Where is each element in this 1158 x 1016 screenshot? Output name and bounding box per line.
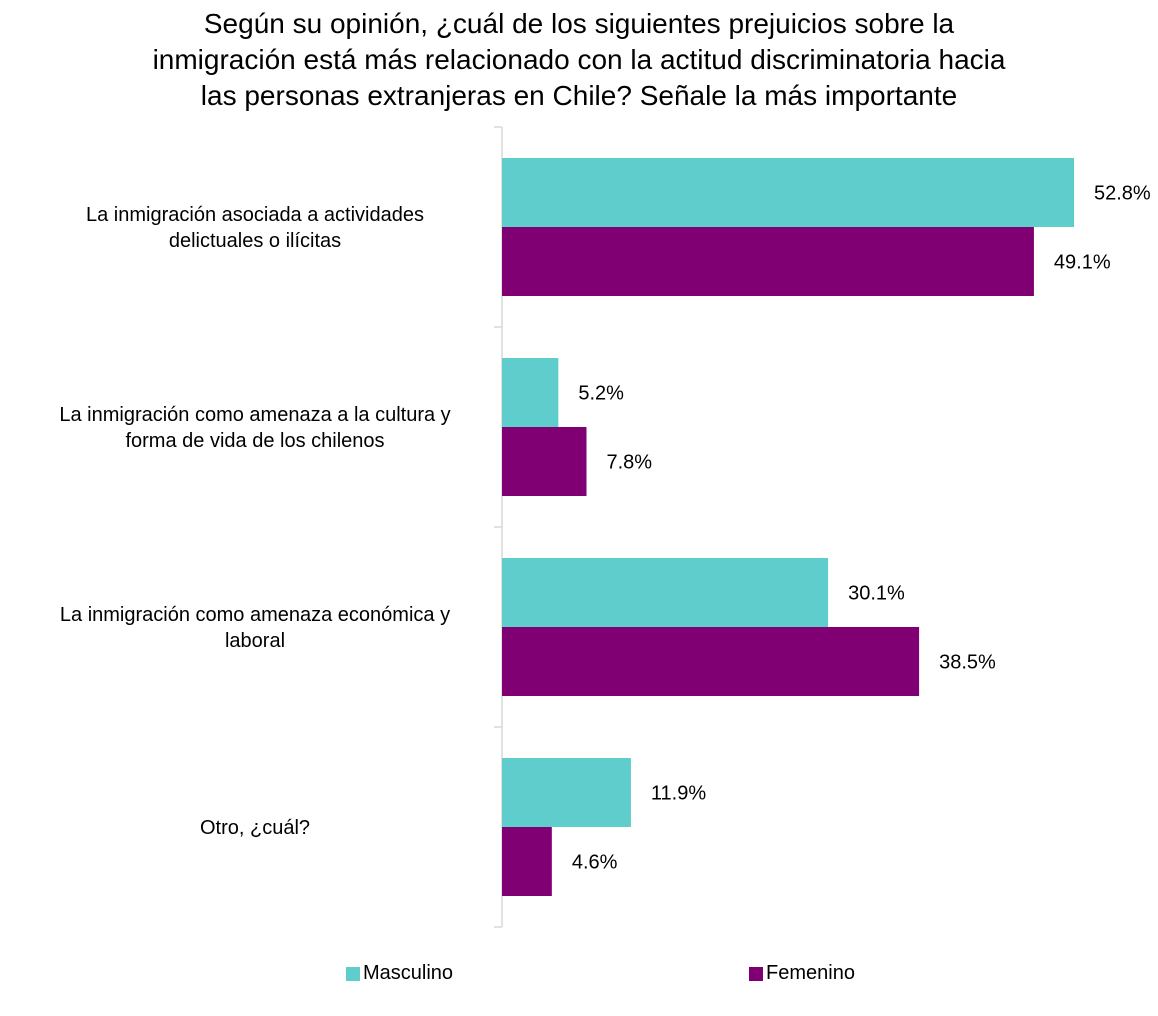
legend-swatch-femenino	[749, 966, 763, 981]
category-label: La inmigración asociada a actividades del…	[86, 204, 424, 252]
legend-label-masculino: Masculino	[363, 962, 454, 984]
data-label-femenino: 38.5%	[939, 652, 996, 674]
data-label-masculino: 30.1%	[848, 583, 905, 605]
chart-title-line-3: las personas extranjeras en Chile? Señal…	[200, 80, 958, 111]
category-label: La inmigración como amenaza a la cultura…	[59, 404, 450, 452]
category-label: Otro, ¿cuál?	[200, 817, 310, 839]
bar-femenino	[502, 227, 1034, 296]
legend-swatch-masculino	[346, 966, 360, 981]
bar-femenino	[502, 827, 552, 896]
data-label-femenino: 7.8%	[607, 452, 653, 474]
legend-item-femenino: Femenino	[749, 962, 855, 985]
data-label-masculino: 5.2%	[578, 383, 624, 405]
bar-femenino	[502, 427, 587, 496]
data-label-femenino: 49.1%	[1054, 252, 1111, 274]
bar-masculino	[502, 358, 559, 427]
legend-label-femenino: Femenino	[766, 962, 855, 984]
chart-title-line-2: inmigración está más relacionado con la …	[152, 44, 1006, 75]
data-label-masculino: 11.9%	[651, 783, 706, 805]
data-label-masculino: 52.8%	[1094, 183, 1151, 205]
chart-title: Según su opinión, ¿cuál de los siguiente…	[79, 6, 1079, 114]
bar-masculino	[502, 158, 1074, 227]
chart-title-line-1: Según su opinión, ¿cuál de los siguiente…	[203, 8, 955, 39]
bar-femenino	[502, 627, 920, 696]
legend-item-masculino: Masculino	[346, 962, 453, 985]
bar-chart: La inmigración asociada a actividades del…	[59, 126, 1151, 928]
legend: Masculino Femenino	[0, 962, 1158, 992]
bar-masculino	[502, 558, 829, 627]
data-label-femenino: 4.6%	[572, 852, 618, 874]
bar-masculino	[502, 758, 631, 827]
